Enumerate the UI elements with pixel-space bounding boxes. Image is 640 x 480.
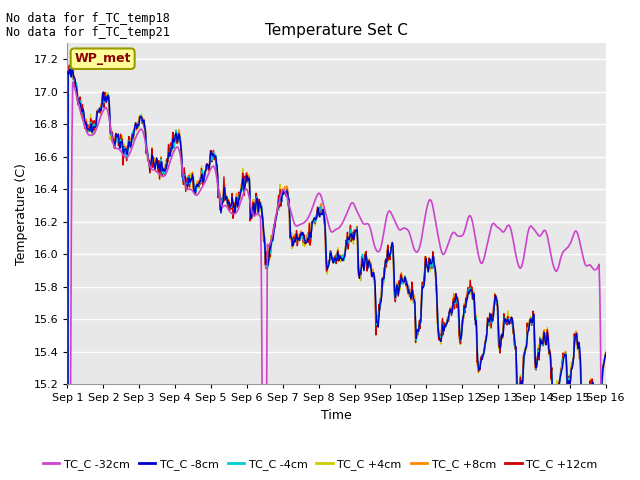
Y-axis label: Temperature (C): Temperature (C) [15,163,28,264]
Legend: TC_C -32cm, TC_C -8cm, TC_C -4cm, TC_C +4cm, TC_C +8cm, TC_C +12cm: TC_C -32cm, TC_C -8cm, TC_C -4cm, TC_C +… [38,455,602,474]
Text: No data for f_TC_temp18: No data for f_TC_temp18 [6,12,170,25]
X-axis label: Time: Time [321,409,352,422]
Text: WP_met: WP_met [74,52,131,65]
Title: Temperature Set C: Temperature Set C [265,23,408,38]
Text: No data for f_TC_temp21: No data for f_TC_temp21 [6,26,170,39]
